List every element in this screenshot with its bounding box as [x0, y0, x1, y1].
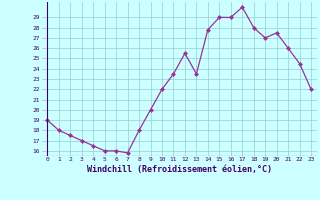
X-axis label: Windchill (Refroidissement éolien,°C): Windchill (Refroidissement éolien,°C) — [87, 165, 272, 174]
